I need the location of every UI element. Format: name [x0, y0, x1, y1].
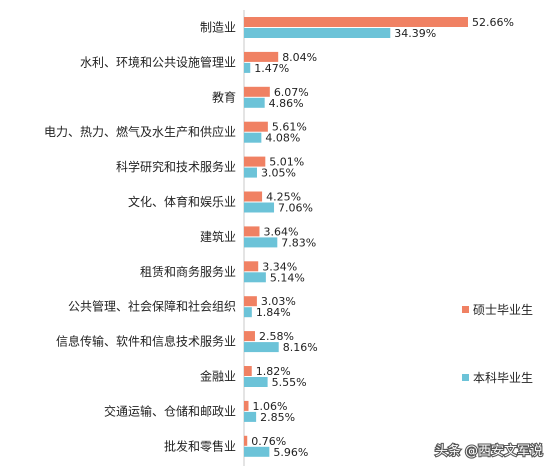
value-label-bachelor: 8.16%: [283, 341, 318, 354]
bar-master: [244, 226, 260, 237]
bar-bachelor: [244, 377, 268, 387]
bar-bachelor: [244, 411, 257, 422]
legend-swatch-bachelor: [462, 374, 469, 381]
bar-bachelor: [244, 342, 279, 353]
bar-master: [244, 331, 255, 342]
bar-bachelor: [244, 132, 262, 143]
bar-bachelor: [244, 272, 266, 283]
value-label-master: 6.07%: [274, 86, 309, 99]
value-label-bachelor: 1.47%: [254, 62, 289, 75]
bar-bachelor: [244, 97, 265, 108]
value-label-master: 5.01%: [269, 156, 304, 169]
bar-bachelor: [244, 62, 251, 73]
value-label-bachelor: 2.85%: [260, 411, 295, 424]
value-label-master: 8.04%: [282, 51, 317, 64]
value-label-master: 1.82%: [256, 365, 291, 378]
bar-master: [244, 51, 279, 62]
legend-swatch-master: [462, 306, 469, 313]
legend-label-master: 硕士毕业生: [473, 303, 533, 317]
category-label: 交通运输、仓储和邮政业: [104, 403, 236, 418]
category-label: 制造业: [200, 21, 236, 35]
legend: 硕士毕业生 本科毕业生: [462, 303, 533, 385]
bar-bachelor: [244, 446, 270, 457]
bar-bachelor: [244, 202, 275, 213]
category-label: 教育: [212, 89, 236, 104]
value-label-master: 52.66%: [472, 16, 514, 29]
value-label-master: 2.58%: [259, 330, 294, 343]
category-label: 租赁和商务服务业: [140, 264, 236, 279]
category-label: 建筑业: [200, 229, 236, 244]
category-labels: 制造业水利、环境和公共设施管理业教育电力、热力、燃气及水生产和供应业科学研究和技…: [44, 21, 236, 454]
value-label-bachelor: 4.86%: [269, 97, 304, 110]
category-label: 公共管理、社会保障和社会组织: [68, 299, 236, 314]
value-label-bachelor: 7.06%: [278, 202, 313, 215]
value-label-bachelor: 34.39%: [394, 27, 436, 40]
bar-master: [244, 296, 257, 307]
category-label: 金融业: [200, 369, 236, 384]
bars: [244, 17, 468, 457]
value-label-master: 3.03%: [261, 295, 296, 308]
value-label-master: 3.64%: [263, 225, 298, 238]
value-label-master: 4.25%: [266, 191, 301, 204]
category-label: 信息传输、软件和信息技术服务业: [56, 334, 236, 349]
category-label: 文化、体育和娱乐业: [128, 194, 236, 209]
value-label-bachelor: 1.84%: [256, 306, 291, 319]
value-label-bachelor: 5.14%: [270, 271, 305, 284]
category-label: 电力、热力、燃气及水生产和供应业: [44, 124, 236, 139]
bar-master: [244, 121, 268, 132]
bar-master: [244, 86, 270, 97]
category-label: 科学研究和技术服务业: [116, 159, 236, 174]
value-label-bachelor: 7.83%: [281, 236, 316, 249]
value-label-bachelor: 4.08%: [265, 132, 300, 145]
value-label-master: 0.76%: [251, 435, 286, 448]
value-label-master: 3.34%: [262, 260, 297, 273]
bar-master: [244, 17, 468, 27]
bar-bachelor: [244, 167, 257, 178]
value-label-bachelor: 5.55%: [272, 376, 307, 389]
value-labels: 52.66% 34.39% 8.04%1.47% 6.07%4.86% 5.61%4.0…: [251, 16, 514, 459]
bar-master: [244, 261, 259, 272]
bar-master: [244, 366, 252, 376]
value-label-master: 5.61%: [272, 121, 307, 134]
category-label: 批发和零售业: [164, 438, 236, 453]
legend-label-bachelor: 本科毕业生: [473, 371, 533, 385]
watermark-text: 头条 @西安文军说: [435, 443, 543, 459]
value-label-master: 1.06%: [253, 400, 288, 413]
value-label-bachelor: 3.05%: [261, 167, 296, 180]
bar-master: [244, 191, 263, 202]
bar-bachelor: [244, 237, 278, 248]
value-label-bachelor: 5.96%: [273, 446, 308, 459]
bar-bachelor: [244, 307, 252, 318]
bar-master: [244, 156, 266, 167]
bar-bachelor: [244, 28, 391, 38]
watermark: 头条 @西安文军说: [434, 442, 544, 460]
bar-master: [244, 435, 248, 446]
category-label: 水利、环境和公共设施管理业: [80, 54, 236, 69]
bar-master: [244, 400, 249, 411]
